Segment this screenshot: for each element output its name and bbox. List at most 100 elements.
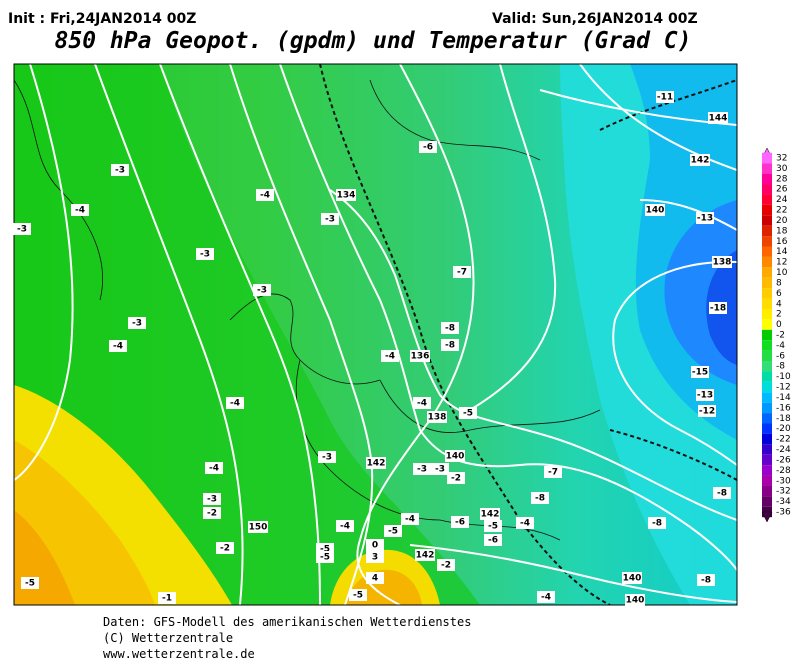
isotherm-dashed [319,64,611,605]
colorbar-swatch [762,308,772,320]
temperature-label-box [698,405,716,417]
temperature-label-box [544,466,562,478]
colorbar-label: 16 [776,237,788,247]
temperature-label: -15 [692,368,708,378]
temperature-label: -1 [162,594,172,604]
temperature-label-box [441,322,459,334]
temperature-label: -2 [220,544,230,554]
temperature-label-box [697,574,715,586]
temperature-label: -4 [75,206,85,216]
temperature-label-box [109,340,127,352]
colorbar: 32302826242220181614121086420-2-4-6-8-10… [761,147,791,523]
geopotential-label: 134 [337,191,356,201]
temperature-label: -8 [445,324,455,334]
isohypse [14,64,74,481]
colorbar-swatch [762,496,772,507]
isohypse [159,64,321,605]
temperature-label-box [196,248,214,260]
valid-time: Valid: Sun,26JAN2014 00Z [492,11,698,27]
geopotential-label-box [622,572,642,584]
isohypse [639,199,737,231]
temperature-label-box [696,212,714,224]
geopotential-label: 142 [416,551,435,561]
isohypse [579,64,737,171]
colorbar-label: 32 [776,154,787,164]
colorbar-swatch [762,298,772,309]
geopotential-label: 142 [367,459,386,469]
isohypse [612,260,737,466]
colorbar-swatch [762,361,772,372]
temperature-label-box [111,164,129,176]
colorbar-swatch [762,236,772,247]
geopotential-label-box [708,112,728,124]
temperature-label-box [537,591,555,603]
temperature-label-box [349,589,367,601]
temperature-label-box [158,592,176,604]
temperature-label-box [531,492,549,504]
temperature-label: -4 [260,191,270,201]
colorbar-label: -28 [776,466,791,476]
colorbar-swatch [762,163,772,174]
geopotential-label-box [480,508,500,520]
isohypse [229,64,374,605]
colorbar-arrow-bottom [761,511,773,523]
temperature-label-box [656,91,674,103]
temperature-label: 3 [372,553,378,563]
geopotential-label-box [427,411,447,423]
temperature-label-box [459,407,477,419]
colorbar-label: -36 [776,508,791,518]
temperature-label: -8 [535,494,545,504]
geopotential-label: 150 [249,523,268,533]
geopotential-label: 140 [626,596,645,606]
isohypse [409,544,737,603]
geopotential-label: 142 [691,156,710,166]
temperature-label-box [205,462,223,474]
geopotential-label-box [690,154,710,166]
colorbar-label: -8 [776,362,785,372]
temperature-label: -3 [207,495,217,505]
temperature-label: -7 [548,468,558,478]
colorbar-label: -16 [776,403,791,413]
colorbar-label: 4 [776,299,782,309]
footer-line: (C) Wetterzentrale [103,631,233,645]
temperature-label: -3 [257,286,267,296]
colorbar-label: -6 [776,351,785,361]
temperature-label-box [696,389,714,401]
temperature-label-box [516,517,534,529]
colorbar-label: 24 [776,195,788,205]
temperature-label: -3 [322,453,332,463]
isotherm-dashed-east [599,79,737,481]
temperature-label: -4 [113,342,123,352]
colorbar-label: -32 [776,487,791,497]
colorbar-label: 12 [776,258,787,268]
temperature-label: -8 [717,489,727,499]
colorbar-swatch [762,277,772,289]
colorbar-swatch [762,413,772,424]
colorbar-label: -18 [776,414,791,424]
geopotential-label: 138 [713,258,732,268]
colorbar-label: 22 [776,206,787,216]
colorbar-swatch [762,340,772,351]
colorbar-swatch [762,433,772,445]
geopotential-label: 140 [646,206,665,216]
temperature-label: -2 [207,509,217,519]
colorbar-label: -14 [776,393,791,403]
geopotential-label-box [625,594,645,606]
temperature-label: -4 [385,352,395,362]
temperature-label-box [256,189,274,201]
map-frame [13,63,738,606]
footer-line: www.wetterzentrale.de [103,647,255,661]
colorbar-swatch [762,319,772,330]
isohypse [356,64,475,605]
geopotential-label-box [410,350,430,362]
temperature-label: -11 [657,93,673,103]
temperature-label-box [216,542,234,554]
temperature-label-box [366,539,384,551]
temperature-label: -3 [435,465,445,475]
temperature-label: -5 [320,545,330,555]
temperature-label: -4 [520,519,530,529]
colorbar-label: -20 [776,424,791,434]
temperature-label: -3 [17,225,27,235]
temperature-label-box [453,266,471,278]
